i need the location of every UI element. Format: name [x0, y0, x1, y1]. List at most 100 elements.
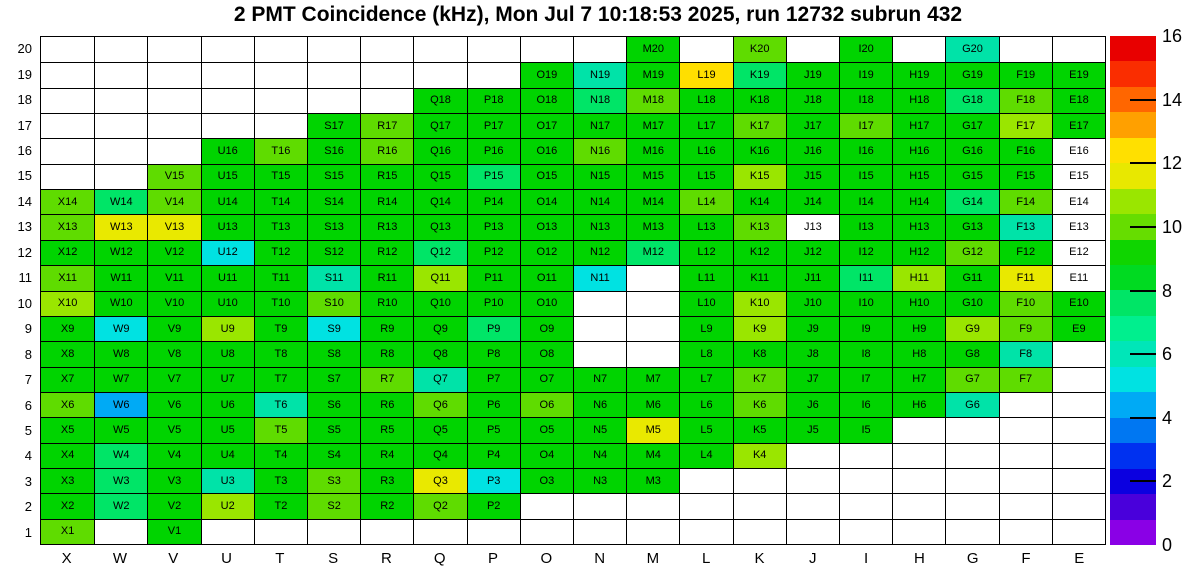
heatmap-cell: V8	[147, 341, 200, 366]
heatmap-cell: T2	[254, 493, 307, 518]
heatmap-cell: W2	[94, 493, 147, 518]
heatmap-cell: K11	[733, 265, 786, 290]
heatmap-cell: O3	[520, 468, 573, 493]
heatmap-cell: R4	[360, 443, 413, 468]
heatmap-cell	[201, 62, 254, 87]
heatmap-cell: Q11	[413, 265, 466, 290]
heatmap-cell: W14	[94, 189, 147, 214]
heatmap-cell: G16	[945, 138, 998, 163]
heatmap-cell: U13	[201, 214, 254, 239]
heatmap-cell: H14	[892, 189, 945, 214]
heatmap-cell: I20	[839, 37, 892, 62]
column-label: J	[786, 548, 839, 568]
heatmap-cell	[999, 468, 1052, 493]
heatmap-cell	[679, 468, 732, 493]
heatmap-cell	[573, 316, 626, 341]
heatmap-cell: X10	[41, 291, 94, 316]
heatmap-cell: M20	[626, 37, 679, 62]
heatmap-cell: U10	[201, 291, 254, 316]
heatmap-cell: S17	[307, 113, 360, 138]
heatmap-cell: N4	[573, 443, 626, 468]
heatmap-cell: Q3	[413, 468, 466, 493]
heatmap-cell	[360, 37, 413, 62]
heatmap-cell: I17	[839, 113, 892, 138]
heatmap-cell: K9	[733, 316, 786, 341]
heatmap-cell: I16	[839, 138, 892, 163]
heatmap-cell: W11	[94, 265, 147, 290]
heatmap-cell: N19	[573, 62, 626, 87]
heatmap-cell: U9	[201, 316, 254, 341]
heatmap-cell: J18	[786, 88, 839, 113]
heatmap-cell: I7	[839, 367, 892, 392]
column-label: I	[839, 548, 892, 568]
heatmap-cell: J9	[786, 316, 839, 341]
heatmap-cell: N5	[573, 417, 626, 442]
column-label: V	[147, 548, 200, 568]
heatmap-cell: W9	[94, 316, 147, 341]
heatmap-cell: R12	[360, 240, 413, 265]
heatmap-cell: F14	[999, 189, 1052, 214]
colorbar-band	[1110, 290, 1156, 315]
heatmap-cell: S12	[307, 240, 360, 265]
heatmap-cell: O7	[520, 367, 573, 392]
heatmap-cell	[147, 88, 200, 113]
heatmap-cell	[1052, 417, 1105, 442]
heatmap-cell: E16	[1052, 138, 1105, 163]
heatmap-cell: I15	[839, 164, 892, 189]
row-label: 7	[0, 367, 34, 392]
heatmap-cell	[786, 443, 839, 468]
colorbar-tick	[1130, 480, 1156, 482]
heatmap-cell: J11	[786, 265, 839, 290]
heatmap-cell	[786, 519, 839, 544]
heatmap-cell: V3	[147, 468, 200, 493]
heatmap-cell: Q4	[413, 443, 466, 468]
heatmap-cell: W8	[94, 341, 147, 366]
heatmap-cell	[94, 88, 147, 113]
heatmap-cell	[254, 88, 307, 113]
heatmap-cell	[413, 519, 466, 544]
heatmap-cell: L8	[679, 341, 732, 366]
heatmap-cell: Q2	[413, 493, 466, 518]
heatmap-cell: L16	[679, 138, 732, 163]
heatmap-cell	[892, 443, 945, 468]
heatmap-cell: W10	[94, 291, 147, 316]
heatmap-cell: X14	[41, 189, 94, 214]
heatmap-cell: M16	[626, 138, 679, 163]
heatmap-cell: E9	[1052, 316, 1105, 341]
heatmap-cell: Q7	[413, 367, 466, 392]
heatmap-cell	[1052, 367, 1105, 392]
heatmap-cell	[147, 138, 200, 163]
heatmap-cell: S14	[307, 189, 360, 214]
heatmap-cell	[892, 493, 945, 518]
heatmap-cell: L7	[679, 367, 732, 392]
heatmap-cell: K10	[733, 291, 786, 316]
row-label: 11	[0, 265, 34, 290]
heatmap-cell	[94, 37, 147, 62]
colorbar-tick-label: 4	[1162, 409, 1196, 427]
coincidence-heatmap-grid: M20K20I20G20O19N19M19L19K19J19I19H19G19F…	[40, 36, 1106, 545]
heatmap-cell: N16	[573, 138, 626, 163]
heatmap-cell: X4	[41, 443, 94, 468]
heatmap-cell: O11	[520, 265, 573, 290]
heatmap-cell	[254, 519, 307, 544]
heatmap-cell	[679, 493, 732, 518]
heatmap-cell	[520, 37, 573, 62]
column-label: Q	[413, 548, 466, 568]
heatmap-cell: L18	[679, 88, 732, 113]
heatmap-cell: T16	[254, 138, 307, 163]
heatmap-cell: K20	[733, 37, 786, 62]
column-label: E	[1053, 548, 1106, 568]
heatmap-cell: H19	[892, 62, 945, 87]
heatmap-cell	[467, 62, 520, 87]
heatmap-cell: K13	[733, 214, 786, 239]
heatmap-cell: L6	[679, 392, 732, 417]
column-label: H	[893, 548, 946, 568]
heatmap-cell: Q16	[413, 138, 466, 163]
heatmap-cell: R9	[360, 316, 413, 341]
heatmap-cell: G17	[945, 113, 998, 138]
heatmap-cell: X6	[41, 392, 94, 417]
heatmap-cell: T15	[254, 164, 307, 189]
heatmap-cell	[147, 113, 200, 138]
heatmap-cell: W13	[94, 214, 147, 239]
heatmap-cell: S8	[307, 341, 360, 366]
